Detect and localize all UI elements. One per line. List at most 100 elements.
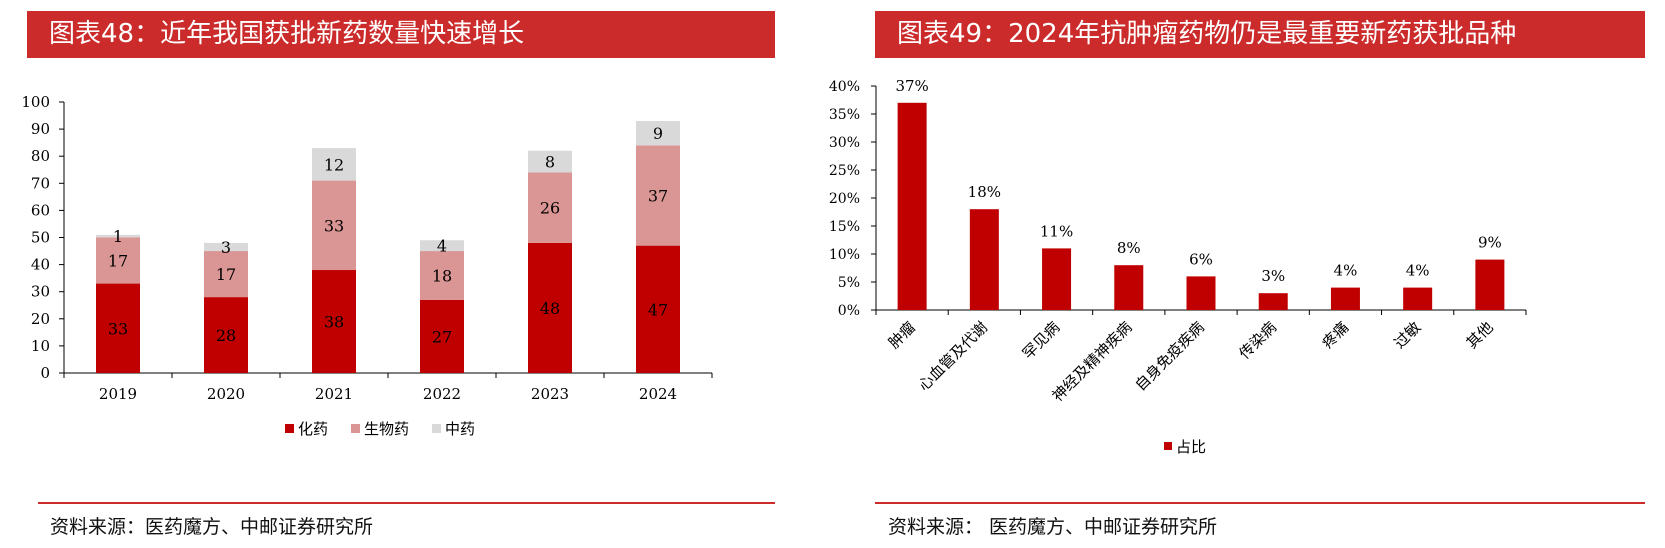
chart-title: 图表49：2024年抗肿瘤药物仍是最重要新药获批品种: [875, 11, 1645, 58]
y-tick-label: 70: [31, 174, 50, 192]
y-tick-label: 30%: [829, 135, 860, 151]
data-label: 11%: [1040, 222, 1073, 240]
data-label: 28: [216, 326, 236, 345]
x-tick-label: 心血管及代谢: [915, 318, 991, 394]
bar-segment-tcm: [96, 234, 140, 238]
legend-swatch: [351, 424, 360, 433]
x-tick-label: 其他: [1463, 318, 1497, 352]
y-tick-label: 35%: [829, 107, 860, 123]
bar-segment-chemical: [636, 245, 680, 373]
x-tick-label: 自身免疫疾病: [1131, 318, 1207, 394]
y-tick-label: 20: [31, 310, 50, 328]
data-label: 12: [324, 155, 344, 174]
source-note: 资料来源：医药魔方、中邮证券研究所: [50, 516, 374, 538]
bar-segment-biologic: [528, 172, 572, 243]
source-note: 资料来源： 医药魔方、中邮证券研究所: [888, 516, 1218, 538]
data-label: 8%: [1117, 239, 1141, 257]
data-label: 38: [324, 313, 344, 332]
y-tick-label: 0%: [838, 303, 860, 319]
data-label: 37: [648, 186, 668, 205]
bar-segment-chemical: [312, 270, 356, 373]
y-tick-label: 40%: [829, 79, 860, 95]
bar-segment-chemical: [204, 297, 248, 373]
x-tick-label: 2022: [423, 385, 461, 403]
data-label: 18%: [968, 183, 1001, 201]
bar: [1042, 248, 1072, 310]
data-label: 17: [108, 252, 128, 271]
y-tick-label: 15%: [829, 219, 860, 235]
legend-swatch: [1164, 442, 1172, 450]
y-tick-label: 40: [31, 256, 50, 274]
data-label: 17: [216, 265, 236, 284]
divider: [875, 502, 1645, 504]
data-label: 4%: [1334, 262, 1358, 280]
x-tick-label: 肿瘤: [885, 318, 919, 352]
legend-label: 占比: [1176, 438, 1206, 456]
bar: [1258, 293, 1288, 310]
data-label: 48: [540, 299, 560, 318]
y-tick-label: 60: [31, 201, 50, 219]
x-tick-label: 2019: [99, 385, 137, 403]
data-label: 9: [653, 124, 663, 143]
data-label: 3: [221, 238, 231, 257]
stacked-bar-chart: 0 10 20 30 40 50 60 70 80 90 100 2019 33 17 1 2020 28 17 3…: [21, 93, 713, 438]
legend-label: 化药: [298, 420, 328, 438]
right-panel: 图表49：2024年抗肿瘤药物仍是最重要新药获批品种 0% 5% 10% 15% 20%…: [829, 0, 1665, 548]
data-label: 4%: [1406, 262, 1430, 280]
bar-segment-biologic: [204, 251, 248, 298]
bar-segment-chemical: [96, 283, 140, 373]
y-tick-label: 30: [31, 283, 50, 301]
bar-segment-tcm: [636, 120, 680, 146]
bar: [969, 209, 999, 310]
x-tick-label: 疼痛: [1318, 318, 1352, 352]
data-label: 4: [437, 237, 447, 256]
y-tick-label: 80: [31, 147, 50, 165]
data-label: 37%: [895, 77, 928, 95]
x-tick-label: 过敏: [1391, 318, 1425, 352]
bar-segment-tcm: [312, 148, 356, 181]
bar-segment-tcm: [420, 240, 464, 252]
bar-segment-biologic: [420, 251, 464, 300]
data-label: 33: [324, 216, 344, 235]
x-tick-label: 2020: [207, 385, 245, 403]
y-tick-label: 5%: [838, 275, 860, 291]
legend-swatch: [432, 424, 441, 433]
bar-segment-tcm: [204, 242, 248, 252]
y-tick-label: 20%: [829, 191, 860, 207]
legend-swatch: [285, 424, 294, 433]
data-label: 26: [540, 199, 560, 218]
y-tick-label: 90: [31, 120, 50, 138]
bar: [1186, 276, 1216, 310]
legend-label: 中药: [445, 420, 475, 438]
divider: [38, 502, 775, 504]
data-label: 27: [432, 327, 452, 346]
data-label: 47: [648, 300, 668, 319]
bar-segment-biologic: [96, 237, 140, 284]
data-label: 33: [108, 319, 128, 338]
x-tick-label: 2023: [531, 385, 569, 403]
bar: [1114, 265, 1144, 310]
y-tick-label: 50: [31, 229, 50, 247]
data-label: 8: [545, 153, 555, 172]
bar: [1330, 287, 1360, 310]
left-panel: 图表48：近年我国获批新药数量快速增长 0 10 20 30 40 50 60 70 80 90 1…: [0, 0, 800, 548]
bar: [1475, 259, 1505, 310]
bar: [897, 102, 927, 310]
y-tick-label: 10%: [829, 247, 860, 263]
y-tick-label: 10: [31, 337, 50, 355]
data-label: 3%: [1261, 267, 1285, 285]
bar-segment-biologic: [312, 180, 356, 271]
data-label: 1: [113, 227, 123, 246]
bar-segment-chemical: [420, 299, 464, 373]
x-tick-label: 罕见病: [1019, 318, 1064, 363]
bar-chart: 0% 5% 10% 15% 20% 25% 30% 35% 40% 37% 肿瘤 18% 心血管及代谢 1…: [829, 77, 1527, 456]
y-tick-label: 25%: [829, 163, 860, 179]
bar-segment-biologic: [636, 145, 680, 246]
data-label: 9%: [1478, 234, 1502, 252]
data-label: 6%: [1189, 250, 1213, 268]
y-tick-label: 100: [21, 93, 50, 111]
x-tick-label: 2021: [315, 385, 353, 403]
x-tick-label: 传染病: [1235, 318, 1280, 363]
data-label: 18: [432, 266, 452, 285]
bar-segment-chemical: [528, 242, 572, 373]
